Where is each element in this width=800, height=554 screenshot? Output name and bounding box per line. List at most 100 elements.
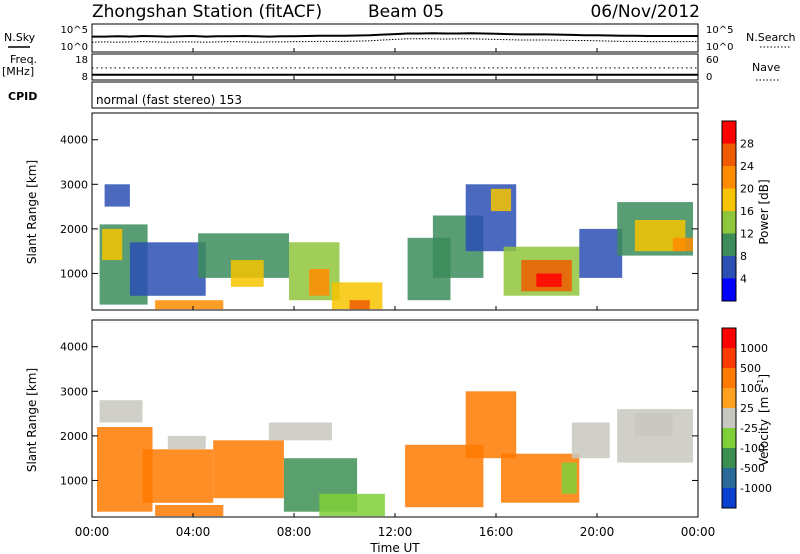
- time-tick-label-4: 16:00: [479, 525, 514, 539]
- power-echo-region-4: [155, 300, 224, 310]
- power-colorbar-swatch-1: [722, 143, 736, 166]
- power-colorbar-swatch-4: [722, 211, 736, 234]
- date-label: 06/Nov/2012: [590, 2, 700, 22]
- velocity-y-tick-label-0: 1000: [60, 474, 88, 487]
- power-echo-region-3: [129, 242, 206, 296]
- power-colorbar-swatch-7: [722, 278, 736, 301]
- nave-label: Nave: [752, 61, 780, 74]
- velocity-data: [97, 391, 693, 517]
- power-echo-region-17: [536, 273, 562, 287]
- velocity-colorbar-label: Velocity [m s-1]: [756, 374, 771, 466]
- noise-left-tick-bottom: 10^0: [61, 42, 88, 53]
- power-colorbar-tick-5: 8: [740, 250, 747, 263]
- frequency-tick-bottom: 8: [82, 72, 88, 83]
- cpid-text: normal (fast stereo) 153: [96, 93, 242, 107]
- time-tick-label-3: 12:00: [378, 525, 413, 539]
- velocity-echo-region-15: [634, 413, 673, 436]
- power-colorbar-tick-1: 24: [740, 160, 754, 173]
- velocity-colorbar-unit-end: ]: [757, 374, 771, 379]
- velocity-colorbar-tick-2: 100: [740, 382, 761, 395]
- time-axis-label: Time UT: [369, 541, 420, 554]
- station-title: Zhongshan Station (fitACF): [92, 2, 322, 22]
- velocity-colorbar-title: Velocity: [757, 419, 771, 466]
- power-echo-region-10: [349, 300, 370, 310]
- power-colorbar-label: Power [dB]: [757, 179, 771, 244]
- noise-frame: [91, 23, 699, 53]
- velocity-colorbar-unit-sup: -1: [756, 379, 765, 387]
- velocity-y-tick-label-2: 3000: [60, 385, 88, 398]
- power-colorbar-frame: [721, 120, 737, 302]
- velocity-y-label: Slant Range [km]: [25, 368, 39, 472]
- power-y-tick-label-3: 4000: [60, 134, 88, 147]
- noise-sky-series: [92, 32, 698, 38]
- power-colorbar-tick-6: 4: [740, 273, 747, 286]
- cpid-panel: CPID normal (fast stereo) 153: [8, 81, 699, 109]
- power-echo-region-21: [672, 237, 693, 252]
- power-echo-region-14: [490, 188, 512, 212]
- noise-right-label: N.Search: [746, 31, 796, 44]
- velocity-echo-region-10: [465, 391, 517, 459]
- frequency-unit-label: [MHz]: [2, 65, 34, 78]
- beam-label: Beam 05: [368, 2, 444, 22]
- time-tick-label-6: 00:00: [681, 525, 716, 539]
- cpid-frame: [91, 81, 699, 109]
- velocity-echo-region-12: [561, 462, 577, 494]
- power-colorbar-tick-4: 12: [740, 228, 754, 241]
- power-colorbar-swatch-6: [722, 256, 736, 279]
- power-colorbar-tick-0: 28: [740, 138, 754, 151]
- power-y-axis: 1000 2000 3000 4000: [60, 134, 698, 280]
- velocity-echo-region-4: [167, 435, 206, 450]
- velocity-colorbar-tick-6: -500: [740, 462, 765, 475]
- velocity-colorbar-swatch-7: [722, 468, 736, 488]
- noise-right-tick-bottom: 10^0: [706, 42, 733, 53]
- velocity-colorbar-swatch-1: [722, 348, 736, 368]
- velocity-echo-region-8: [319, 493, 385, 517]
- velocity-colorbar-tick-3: 25: [740, 402, 754, 415]
- cpid-label: CPID: [8, 90, 37, 103]
- power-colorbar-tick-2: 20: [740, 183, 754, 196]
- velocity-echo-region-3: [155, 505, 224, 517]
- velocity-colorbar-tick-4: -25: [740, 422, 758, 435]
- power-y-tick-label-1: 2000: [60, 223, 88, 236]
- frequency-panel: Freq. [MHz] 18 8 60 0 Nave: [2, 53, 780, 83]
- velocity-colorbar-tick-5: -100: [740, 442, 765, 455]
- time-tick-label-0: 00:00: [75, 525, 110, 539]
- velocity-echo-region-2: [142, 449, 214, 503]
- power-colorbar-swatch-0: [722, 121, 736, 144]
- power-echo-region-6: [230, 260, 264, 287]
- velocity-colorbar-swatch-2: [722, 368, 736, 388]
- velocity-colorbar-unit: [m s: [757, 387, 771, 413]
- velocity-echo-region-13: [571, 422, 610, 459]
- velocity-colorbar-swatch-6: [722, 448, 736, 468]
- power-y-label: Slant Range [km]: [25, 160, 39, 264]
- power-colorbar-swatch-5: [722, 233, 736, 256]
- velocity-echo-region-6: [268, 422, 332, 441]
- velocity-echo-region-5: [213, 440, 284, 499]
- noise-left-label: N.Sky: [4, 31, 36, 44]
- power-colorbar: 28 24 20 16 12 8 4: [721, 120, 754, 302]
- time-tick-label-5: 20:00: [580, 525, 615, 539]
- power-echo-region-8: [309, 269, 330, 296]
- velocity-y-axis: 1000 2000 3000 4000: [60, 341, 698, 487]
- velocity-y-tick-label-3: 4000: [60, 341, 88, 354]
- noise-search-series: [91, 38, 698, 43]
- velocity-colorbar-tick-7: -1000: [740, 482, 772, 495]
- velocity-echo-region-1: [99, 400, 143, 423]
- velocity-colorbar: 1000 500 100 25 -25 -100 -500 -1000: [721, 327, 772, 509]
- noise-panel: N.Sky 10^5 10^0 10^5 10^0 N.Search: [4, 23, 796, 53]
- frequency-tick-top: 18: [75, 55, 88, 66]
- time-x-axis: 00:00 04:00 08:00 12:00 16:00 20:00 00:00: [75, 48, 716, 539]
- velocity-colorbar-tick-1: 500: [740, 362, 761, 375]
- velocity-colorbar-tick-0: 1000: [740, 342, 768, 355]
- velocity-colorbar-frame: [721, 327, 737, 509]
- power-colorbar-swatch-2: [722, 166, 736, 189]
- power-data: [99, 184, 693, 310]
- power-echo-region-18: [579, 228, 623, 278]
- power-echo-region-1: [102, 228, 123, 261]
- nave-tick-bottom: 0: [706, 72, 712, 83]
- time-tick-label-2: 08:00: [277, 525, 312, 539]
- power-panel: 1000 2000 3000 4000 Slant Range [km] 28 24 20…: [25, 112, 771, 311]
- velocity-colorbar-swatch-4: [722, 408, 736, 428]
